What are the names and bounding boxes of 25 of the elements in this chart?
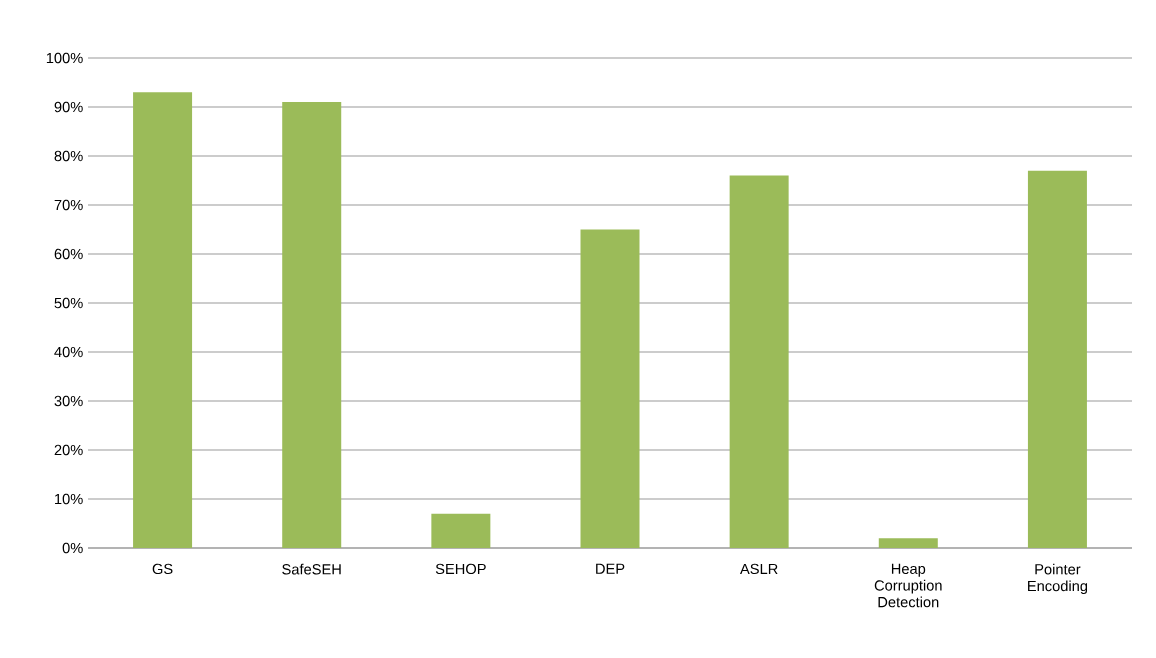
x-tick-label: Heap Corruption Detection: [874, 563, 942, 608]
bar: [729, 175, 789, 548]
y-tick-label: 60%: [54, 248, 83, 260]
y-tick-label: 0%: [62, 542, 83, 554]
y-tick-label: 50%: [54, 297, 83, 309]
bar: [1027, 170, 1087, 548]
x-tick-label: ASLR: [740, 563, 778, 575]
y-tick-label: 80%: [54, 150, 83, 162]
y-tick-label: 20%: [54, 444, 83, 456]
bar: [878, 538, 938, 548]
x-tick-label: GS: [152, 563, 173, 575]
x-tick-label: DEP: [596, 563, 625, 574]
x-tick-label: Pointer Encoding: [1028, 563, 1088, 595]
x-tick-label: SEHOP: [435, 563, 486, 575]
y-tick-label: 30%: [54, 395, 83, 407]
x-tick-label: SafeSEH: [282, 563, 341, 575]
y-tick-label: 100%: [46, 52, 83, 64]
y-tick-label: 40%: [54, 346, 83, 358]
bar: [431, 513, 491, 548]
bar: [133, 92, 193, 548]
y-tick-label: 10%: [55, 493, 83, 505]
y-tick-label: 90%: [54, 101, 83, 113]
bar: [282, 102, 342, 548]
bar: [580, 229, 640, 548]
y-tick-label: 70%: [54, 199, 83, 211]
